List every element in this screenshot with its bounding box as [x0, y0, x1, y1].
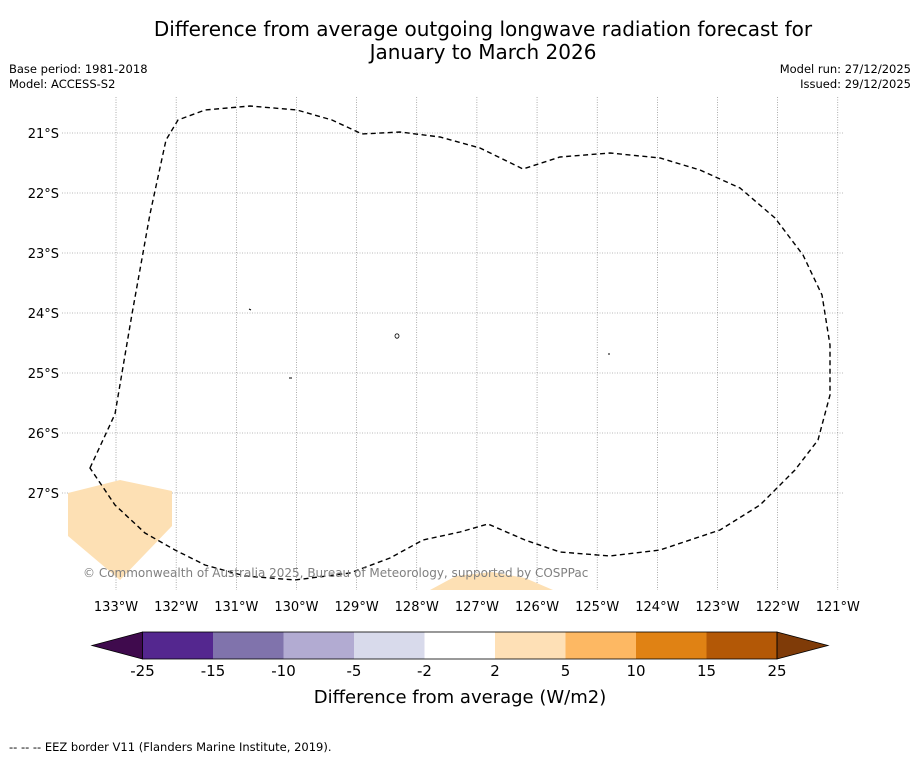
- run-info: Model run: 27/12/2025 Issued: 29/12/2025: [780, 62, 911, 92]
- model-name: Model: ACCESS-S2: [9, 77, 116, 91]
- colorbar-segment: [213, 632, 284, 659]
- colorbar-segment: [354, 632, 425, 659]
- title-line-2: January to March 2026: [369, 40, 597, 64]
- base-period: Base period: 1981-2018: [9, 62, 148, 76]
- colorbar-title: Difference from average (W/m2): [314, 687, 606, 708]
- lat-label: 26°S: [28, 427, 59, 442]
- colorbar-tick-label: -10: [271, 662, 296, 680]
- copyright-text: © Commonwealth of Australia 2025, Bureau…: [83, 566, 588, 580]
- lon-label: 123°W: [695, 600, 739, 615]
- colorbar-segment: [142, 632, 213, 659]
- colorbar-segment: [636, 632, 707, 659]
- latitude-labels: 21°S 22°S 23°S 24°S 25°S 26°S 27°S: [28, 127, 59, 502]
- lat-label: 25°S: [28, 367, 59, 382]
- map-area: [68, 105, 831, 590]
- lon-label: 121°W: [816, 600, 860, 615]
- colorbar-tick-label: 5: [561, 662, 571, 680]
- eez-border: [89, 105, 831, 581]
- lon-label: 124°W: [635, 600, 679, 615]
- lon-label: 125°W: [575, 600, 619, 615]
- colorbar-tick-label: 15: [697, 662, 716, 680]
- graticule: [62, 97, 844, 590]
- base-info: Base period: 1981-2018 Model: ACCESS-S2: [9, 62, 148, 92]
- lon-label: 133°W: [94, 600, 138, 615]
- colorbar-tick-label: -25: [130, 662, 155, 680]
- colorbar-tick-label: 10: [626, 662, 645, 680]
- lon-label: 128°W: [395, 600, 439, 615]
- colorbar-segment: [495, 632, 566, 659]
- title-line-1: Difference from average outgoing longwav…: [153, 17, 813, 41]
- lat-label: 24°S: [28, 307, 59, 322]
- colorbar-segment: [283, 632, 354, 659]
- chart-title: Difference from average outgoing longwav…: [0, 18, 919, 64]
- lon-label: 127°W: [455, 600, 499, 615]
- eez-legend: -- -- -- EEZ border V11 (Flanders Marine…: [9, 740, 332, 754]
- model-run: Model run: 27/12/2025: [779, 62, 911, 76]
- colorbar-min-arrow: [90, 631, 143, 660]
- colorbar-tick-label: -5: [347, 662, 362, 680]
- small-islands: [248, 308, 610, 379]
- lon-label: 122°W: [756, 600, 800, 615]
- lat-label: 22°S: [28, 187, 59, 202]
- colorbar-tick-label: 25: [767, 662, 786, 680]
- colorbar-outline: [142, 631, 778, 660]
- lat-label: 27°S: [28, 487, 59, 502]
- colorbar-tick-label: 2: [490, 662, 500, 680]
- colorbar-segment: [706, 632, 777, 659]
- lat-label: 21°S: [28, 127, 59, 142]
- lon-label: 132°W: [154, 600, 198, 615]
- colorbar-segment: [565, 632, 636, 659]
- colorbar: [90, 631, 830, 660]
- colorbar-tick-label: -2: [417, 662, 432, 680]
- lon-label: 130°W: [274, 600, 318, 615]
- anomaly-region-left: [68, 480, 172, 580]
- lon-label: 126°W: [515, 600, 559, 615]
- anomaly-region-bottom: [430, 572, 553, 590]
- lon-label: 129°W: [335, 600, 379, 615]
- issued-date: Issued: 29/12/2025: [800, 77, 911, 91]
- colorbar-segment: [424, 632, 495, 659]
- lat-label: 23°S: [28, 247, 59, 262]
- longitude-labels: 133°W 132°W 131°W 130°W 129°W 128°W 127°W 126°W…: [94, 600, 860, 615]
- colorbar-tick-label: -15: [201, 662, 226, 680]
- colorbar-max-arrow: [776, 631, 830, 660]
- lon-label: 131°W: [214, 600, 258, 615]
- colorbar-tick-labels: -25 -15 -10 -5 -2 2 5 10 15 25: [130, 662, 786, 680]
